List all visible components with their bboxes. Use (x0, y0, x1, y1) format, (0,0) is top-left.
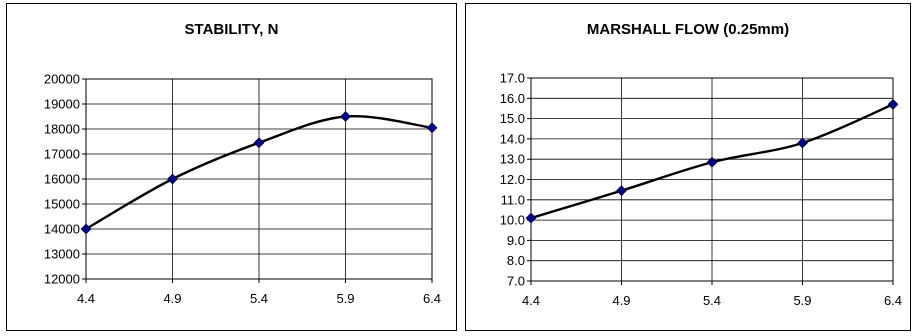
x-tick-label: 4.9 (612, 293, 630, 308)
y-tick-label: 16.0 (500, 91, 525, 106)
y-tick-label: 17.0 (500, 71, 525, 86)
y-tick-label: 12000 (44, 272, 80, 287)
x-tick-label: 4.9 (163, 291, 181, 306)
y-tick-label: 20000 (44, 72, 80, 87)
y-tick-label: 9.0 (507, 233, 525, 248)
y-tick-label: 18000 (44, 122, 80, 137)
stability-chart: 12000 13000 14000 15000 16000 17000 18000 19000… (44, 72, 441, 307)
y-tick-label: 10.0 (500, 213, 525, 228)
y-tick-label: 13000 (44, 247, 80, 262)
x-tick-label: 5.4 (250, 291, 268, 306)
data-point (80, 223, 92, 235)
marshall-flow-chart: 7.0 8.0 9.0 10.0 11.0 12.0 13.0 14.0 15.0 16.0 17.… (500, 71, 902, 309)
y-tick-label: 12.0 (500, 172, 525, 187)
x-tick-label: 6.4 (884, 293, 902, 308)
chart-title: STABILITY, N (184, 21, 279, 38)
data-point (426, 122, 438, 134)
data-point (525, 212, 537, 224)
data-point (887, 98, 899, 110)
x-tick-label: 5.4 (703, 293, 721, 308)
y-tick-label: 14000 (44, 222, 80, 237)
x-tick-label: 5.9 (793, 293, 811, 308)
y-tick-label: 13.0 (500, 152, 525, 167)
y-tick-label: 15000 (44, 197, 80, 212)
y-tick-label: 11.0 (501, 192, 525, 207)
stability-chart-panel: STABILITY, N 12000 13000 14000 15000 16000 17… (6, 3, 457, 331)
data-point (797, 137, 808, 149)
y-tick-label: 15.0 (500, 111, 525, 126)
y-tick-label: 8.0 (507, 253, 525, 268)
y-tick-label: 14.0 (500, 131, 525, 146)
data-point (616, 185, 627, 197)
y-tick-label: 7.0 (507, 274, 525, 289)
chart-title: MARSHALL FLOW (0.25mm) (586, 21, 790, 38)
data-point (253, 137, 265, 149)
y-tick-label: 19000 (44, 97, 80, 112)
x-tick-label: 4.4 (77, 291, 95, 306)
x-tick-label: 6.4 (423, 291, 441, 306)
data-point (706, 156, 718, 168)
data-point (167, 173, 178, 185)
y-tick-label: 16000 (44, 172, 80, 187)
x-tick-label: 4.4 (522, 293, 540, 308)
data-point (340, 111, 351, 122)
marshall-flow-chart-panel: MARSHALL FLOW (0.25mm) 7.0 8.0 9.0 10.0 11.0… (465, 3, 911, 331)
y-tick-label: 17000 (44, 147, 80, 162)
x-tick-label: 5.9 (336, 291, 354, 306)
